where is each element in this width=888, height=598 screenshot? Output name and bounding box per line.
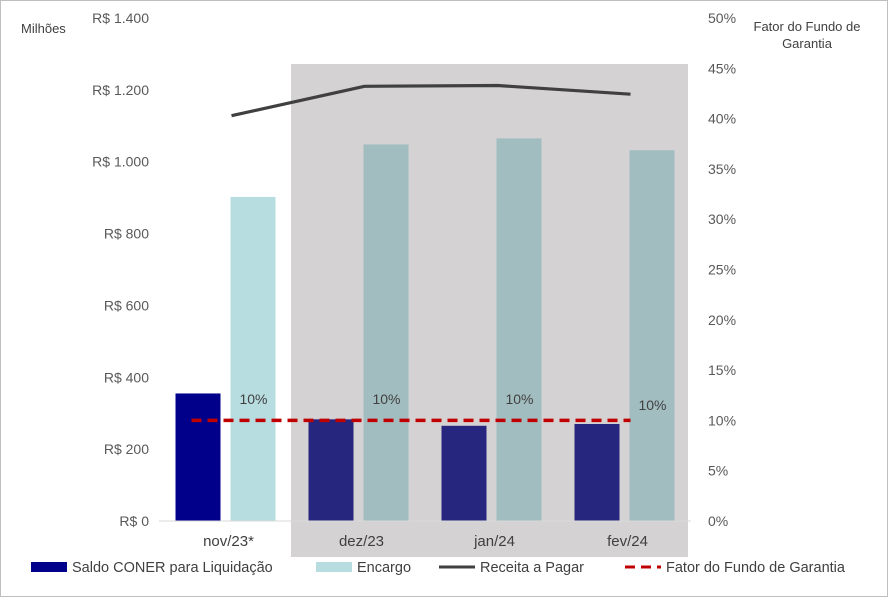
data-labels: 10% 10% 10% 10% bbox=[239, 391, 666, 413]
bar-saldo-0 bbox=[175, 393, 221, 521]
left-tick-label: R$ 1.200 bbox=[92, 82, 149, 98]
category-labels: nov/23* dez/23 jan/24 fev/24 bbox=[203, 533, 648, 550]
highlighted-period-background bbox=[291, 64, 688, 557]
right-tick-label: 50% bbox=[708, 10, 736, 26]
category-label: jan/24 bbox=[473, 533, 515, 550]
left-tick-label: R$ 200 bbox=[104, 441, 149, 457]
left-tick-label: R$ 400 bbox=[104, 369, 149, 385]
right-tick-label: 40% bbox=[708, 111, 736, 127]
bar-encargo-3 bbox=[629, 150, 675, 521]
right-tick-label: 15% bbox=[708, 362, 736, 378]
legend-swatch bbox=[316, 562, 352, 572]
category-label: dez/23 bbox=[339, 533, 384, 550]
legend-label: Receita a Pagar bbox=[480, 560, 584, 576]
legend-swatch bbox=[31, 562, 67, 572]
right-tick-label: 0% bbox=[708, 513, 728, 529]
left-tick-label: R$ 600 bbox=[104, 297, 149, 313]
right-axis-title-line-2: Garantia bbox=[782, 36, 833, 51]
legend-label: Fator do Fundo de Garantia bbox=[666, 560, 846, 576]
legend-label: Saldo CONER para Liquidação bbox=[72, 560, 273, 576]
lines-layer bbox=[191, 83, 631, 423]
receita-a-pagar-line bbox=[231, 83, 631, 118]
bar-encargo-0 bbox=[230, 196, 276, 521]
right-tick-label: 5% bbox=[708, 463, 728, 479]
bars-layer bbox=[175, 138, 675, 521]
left-axis-ticks: R$ 0 R$ 200 R$ 400 R$ 600 R$ 800 R$ 1.000 R$ 1… bbox=[92, 10, 149, 529]
bar-saldo-1 bbox=[308, 419, 354, 521]
data-label: 10% bbox=[372, 391, 400, 407]
right-axis-title-line-1: Fator do Fundo de bbox=[754, 19, 861, 34]
category-label: fev/24 bbox=[607, 533, 648, 550]
data-label: 10% bbox=[505, 391, 533, 407]
left-tick-label: R$ 0 bbox=[119, 513, 149, 529]
right-tick-label: 10% bbox=[708, 412, 736, 428]
data-label: 10% bbox=[239, 391, 267, 407]
category-label: nov/23* bbox=[203, 533, 254, 550]
right-tick-label: 30% bbox=[708, 211, 736, 227]
bar-encargo-1 bbox=[363, 144, 409, 521]
right-tick-label: 35% bbox=[708, 161, 736, 177]
right-tick-label: 45% bbox=[708, 60, 736, 76]
right-tick-label: 25% bbox=[708, 262, 736, 278]
bar-saldo-3 bbox=[574, 423, 620, 521]
data-label: 10% bbox=[638, 397, 666, 413]
left-tick-label: R$ 1.400 bbox=[92, 10, 149, 26]
left-tick-label: R$ 1.000 bbox=[92, 154, 149, 170]
legend-label: Encargo bbox=[357, 560, 411, 576]
right-axis-ticks: 0% 5% 10% 15% 20% 25% 30% 35% 40% 45% 50% bbox=[708, 10, 736, 529]
left-tick-label: R$ 800 bbox=[104, 226, 149, 242]
legend: Saldo CONER para Liquidação Encargo Receit… bbox=[31, 560, 846, 576]
left-axis-title: Milhões bbox=[21, 21, 66, 36]
bar-saldo-2 bbox=[441, 425, 487, 521]
bar-encargo-2 bbox=[496, 138, 542, 521]
right-tick-label: 20% bbox=[708, 312, 736, 328]
